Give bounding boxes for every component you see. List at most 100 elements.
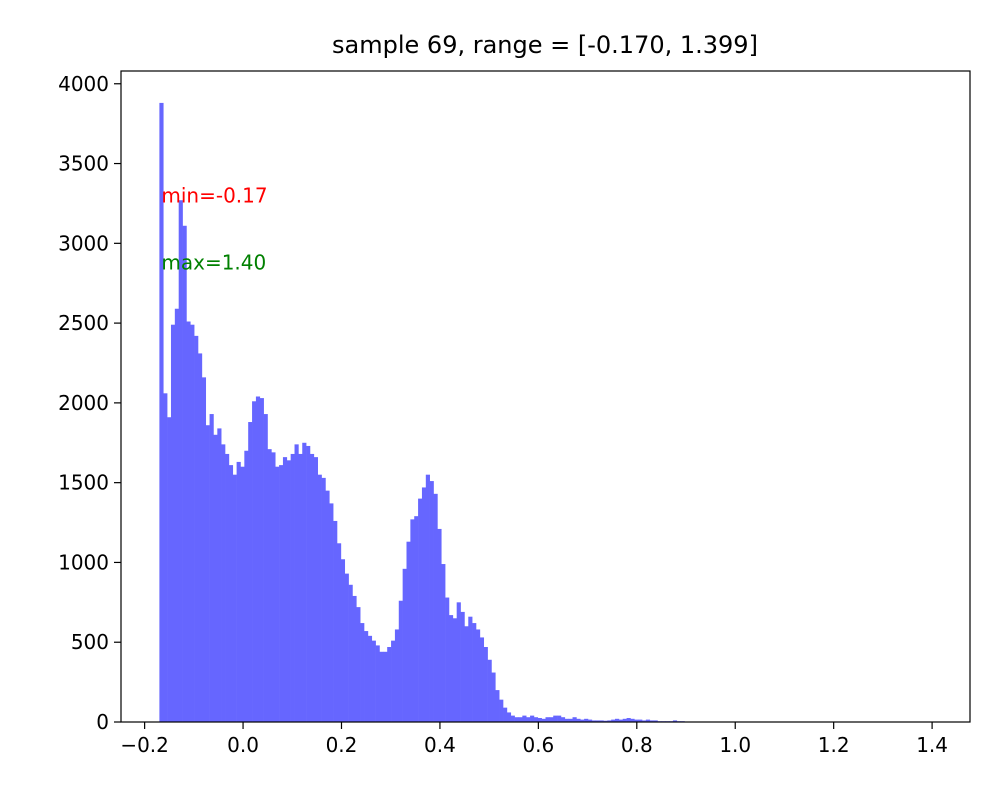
histogram-bar: [394, 629, 400, 722]
histogram-bar: [209, 414, 214, 722]
histogram-bar: [487, 659, 492, 722]
histogram-bar: [275, 466, 280, 722]
x-tick-label: −0.2: [120, 733, 169, 757]
histogram-bar: [398, 600, 403, 722]
histogram-bar: [190, 324, 195, 722]
histogram-bar: [418, 498, 423, 722]
histogram-bar: [178, 200, 183, 723]
histogram-bar: [352, 595, 357, 722]
histogram-bar: [499, 699, 504, 722]
histogram-bar: [580, 719, 585, 722]
histogram-bar: [622, 718, 627, 722]
histogram-bar: [337, 543, 342, 722]
histogram-bar: [611, 719, 616, 722]
histogram-bar: [530, 715, 535, 722]
histogram-bar: [279, 465, 284, 722]
histogram-bar: [618, 719, 624, 722]
histogram-bar: [198, 353, 203, 722]
histogram-bar: [375, 645, 380, 722]
histogram-bar: [159, 102, 164, 722]
histogram-bar: [387, 647, 392, 722]
histogram-bar: [406, 541, 411, 722]
histogram-bar: [503, 707, 508, 722]
y-tick-label: 3000: [58, 231, 109, 255]
annotation-label: min=-0.17: [161, 183, 267, 207]
histogram-bar: [576, 718, 581, 722]
histogram-bar: [545, 717, 550, 722]
histogram-bar: [468, 616, 473, 722]
histogram-bar: [514, 717, 519, 722]
histogram-bar: [441, 564, 446, 722]
y-axis-ticks: 0 500 1000 1500 2000 2500 3000 3500 4000: [58, 72, 121, 734]
x-tick-label: 0.4: [424, 733, 456, 757]
histogram-bar: [425, 474, 430, 722]
histogram-bar: [634, 719, 639, 722]
histogram-bar: [217, 428, 222, 722]
histogram-bar: [564, 718, 569, 722]
histogram-bar: [344, 573, 349, 722]
histogram-bar: [649, 720, 654, 722]
y-tick-label: 500: [71, 630, 109, 654]
histogram-bar: [364, 631, 369, 722]
y-tick-label: 4000: [58, 72, 109, 96]
x-tick-label: 0.2: [326, 733, 358, 757]
histogram-bar: [340, 559, 346, 722]
histogram-bar: [587, 719, 593, 722]
histogram-bar: [194, 335, 199, 722]
y-tick-label: 2500: [58, 311, 109, 335]
y-tick-label: 1000: [58, 550, 109, 574]
plot-frame: [120, 70, 971, 723]
histogram-bar: [522, 715, 527, 722]
histogram-bar: [186, 321, 191, 722]
histogram-bar: [252, 401, 257, 722]
x-axis-ticks: −0.2 0.0 0.2 0.4 0.6 0.8 1.0 1.2 1.4: [120, 722, 948, 757]
histogram-bar: [560, 717, 566, 722]
histogram-bar: [170, 324, 176, 722]
histogram-bar: [228, 465, 234, 722]
histogram-bar: [452, 618, 457, 722]
x-tick-label: 1.4: [916, 733, 948, 757]
histogram-bar: [325, 490, 330, 722]
histogram-bar: [371, 640, 376, 723]
histogram-bar: [476, 629, 481, 722]
histogram-bar: [391, 640, 396, 723]
histogram-bar: [306, 445, 311, 722]
histogram-bar: [464, 626, 469, 722]
histogram-bar: [383, 651, 388, 722]
histogram-bar: [302, 442, 307, 722]
histogram-bar: [591, 720, 596, 722]
histogram-bar: [232, 474, 237, 722]
histogram-bar: [615, 718, 620, 722]
histogram-bar: [537, 718, 542, 722]
histogram-bar: [607, 720, 612, 722]
histogram-bar: [255, 396, 261, 722]
chart-title: sample 69, range = [-0.170, 1.399]: [332, 31, 758, 59]
histogram-bar: [379, 651, 384, 722]
histogram-bar: [495, 690, 500, 722]
histogram-bar: [259, 398, 264, 722]
histogram-bar: [584, 718, 589, 722]
histogram-bar: [244, 450, 249, 722]
x-tick-label: 0.0: [227, 733, 259, 757]
histogram-bar: [568, 718, 573, 722]
histogram-bar: [533, 717, 539, 722]
x-tick-label: 0.8: [621, 733, 653, 757]
histogram-bar: [329, 503, 334, 722]
y-tick-label: 0: [96, 710, 109, 734]
histogram-bar: [271, 452, 276, 722]
histogram-bar: [472, 623, 477, 722]
histogram-bar: [182, 225, 187, 722]
histogram-bar: [506, 712, 512, 722]
histogram-bar: [410, 519, 415, 722]
y-tick-label: 1500: [58, 471, 109, 495]
histogram-bar: [201, 377, 207, 722]
histogram-bar: [595, 720, 600, 722]
histogram-bar: [263, 414, 268, 722]
histogram-bar: [205, 425, 210, 722]
histogram-bar: [421, 487, 427, 722]
histogram-bar: [290, 453, 295, 722]
histogram-bar: [309, 453, 315, 722]
histogram-bar: [348, 584, 353, 722]
x-tick-label: 1.2: [818, 733, 850, 757]
